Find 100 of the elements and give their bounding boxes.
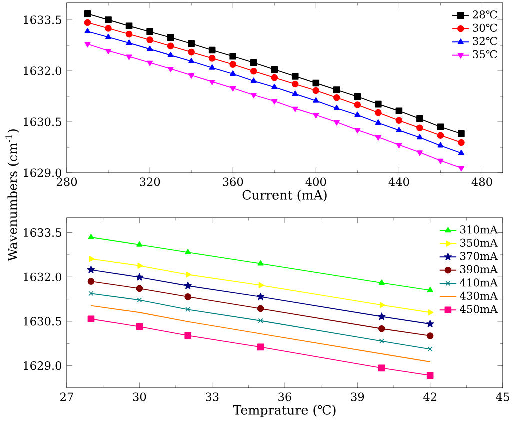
- point: [168, 67, 174, 72]
- point: [106, 49, 112, 54]
- point: [88, 278, 95, 285]
- point: [188, 58, 195, 64]
- point: [87, 266, 96, 274]
- legend-label: 28℃: [473, 10, 498, 19]
- point: [188, 73, 195, 79]
- y-tick-label: 1633.5: [24, 228, 62, 238]
- point: [416, 116, 424, 122]
- point: [378, 312, 386, 320]
- point: [333, 86, 340, 94]
- point: [375, 135, 382, 141]
- point: [147, 60, 154, 66]
- point: [84, 19, 92, 26]
- point: [375, 120, 382, 125]
- legend-label: 390mA: [460, 265, 498, 274]
- point: [354, 93, 362, 100]
- point: [258, 282, 264, 288]
- x-axis-title: Current (mA): [242, 190, 327, 202]
- point: [396, 143, 402, 149]
- point: [84, 42, 91, 48]
- point: [167, 42, 174, 50]
- point: [146, 36, 154, 44]
- point: [88, 291, 94, 296]
- point: [209, 64, 216, 70]
- point: [258, 318, 264, 324]
- x-tick-label: 440: [388, 178, 410, 186]
- point: [416, 150, 423, 156]
- point: [88, 234, 94, 240]
- point: [250, 93, 257, 99]
- legend-label: 30℃: [473, 24, 498, 32]
- point: [437, 132, 444, 140]
- x-tick-label: 42: [423, 392, 436, 402]
- point: [126, 54, 132, 60]
- point: [184, 332, 192, 340]
- point: [458, 166, 464, 172]
- x-tick-label: 30: [133, 392, 146, 402]
- x-tick-label: 360: [223, 178, 244, 186]
- y-tick-label: 1632.0: [24, 272, 62, 282]
- point: [292, 90, 298, 96]
- point: [209, 80, 216, 86]
- point: [105, 25, 112, 32]
- y-tick-label: 1630.5: [24, 118, 62, 126]
- point: [84, 10, 92, 18]
- point: [458, 139, 465, 146]
- point: [137, 298, 142, 303]
- point: [272, 84, 278, 90]
- legend-label: 310mA: [460, 226, 498, 234]
- point: [126, 22, 133, 30]
- point: [126, 40, 132, 46]
- point: [416, 124, 424, 132]
- point: [106, 34, 112, 40]
- point: [105, 16, 112, 24]
- point: [271, 66, 278, 74]
- y-tick-label: 1629.0: [24, 362, 62, 370]
- point: [126, 30, 133, 38]
- point: [257, 344, 264, 351]
- point: [428, 346, 433, 352]
- point: [167, 34, 174, 42]
- point: [375, 109, 382, 116]
- point: [230, 70, 236, 76]
- point: [292, 80, 299, 88]
- point: [378, 364, 386, 372]
- point: [186, 272, 192, 278]
- point: [208, 46, 216, 54]
- legend-label: 35℃: [473, 50, 498, 58]
- point: [312, 80, 320, 87]
- point: [354, 128, 361, 134]
- point: [136, 285, 144, 292]
- x-tick-label: 320: [140, 178, 160, 186]
- point: [396, 127, 402, 132]
- point: [272, 99, 278, 105]
- point: [428, 310, 434, 316]
- x-tick-label: 36: [278, 392, 292, 402]
- point: [188, 40, 195, 48]
- point: [146, 28, 154, 36]
- legend-label: 32℃: [473, 37, 498, 46]
- point: [89, 256, 95, 262]
- point: [334, 105, 340, 110]
- point: [208, 55, 216, 62]
- point: [185, 249, 192, 255]
- x-tick-label: 45: [496, 392, 510, 402]
- point: [138, 262, 144, 269]
- point: [438, 142, 444, 148]
- legend-label: 450mA: [460, 305, 498, 314]
- point: [186, 307, 191, 312]
- point: [147, 46, 154, 52]
- y-tick-label: 1633.5: [24, 16, 62, 24]
- point: [378, 280, 385, 285]
- point: [184, 282, 192, 290]
- point: [458, 150, 464, 156]
- point: [88, 316, 95, 323]
- legend-label: 410mA: [460, 278, 498, 287]
- point: [168, 52, 174, 58]
- point: [375, 100, 382, 108]
- point: [334, 120, 340, 126]
- point: [396, 117, 403, 124]
- point: [84, 28, 91, 34]
- y-tick-label: 1630.5: [24, 317, 62, 326]
- point: [380, 302, 386, 308]
